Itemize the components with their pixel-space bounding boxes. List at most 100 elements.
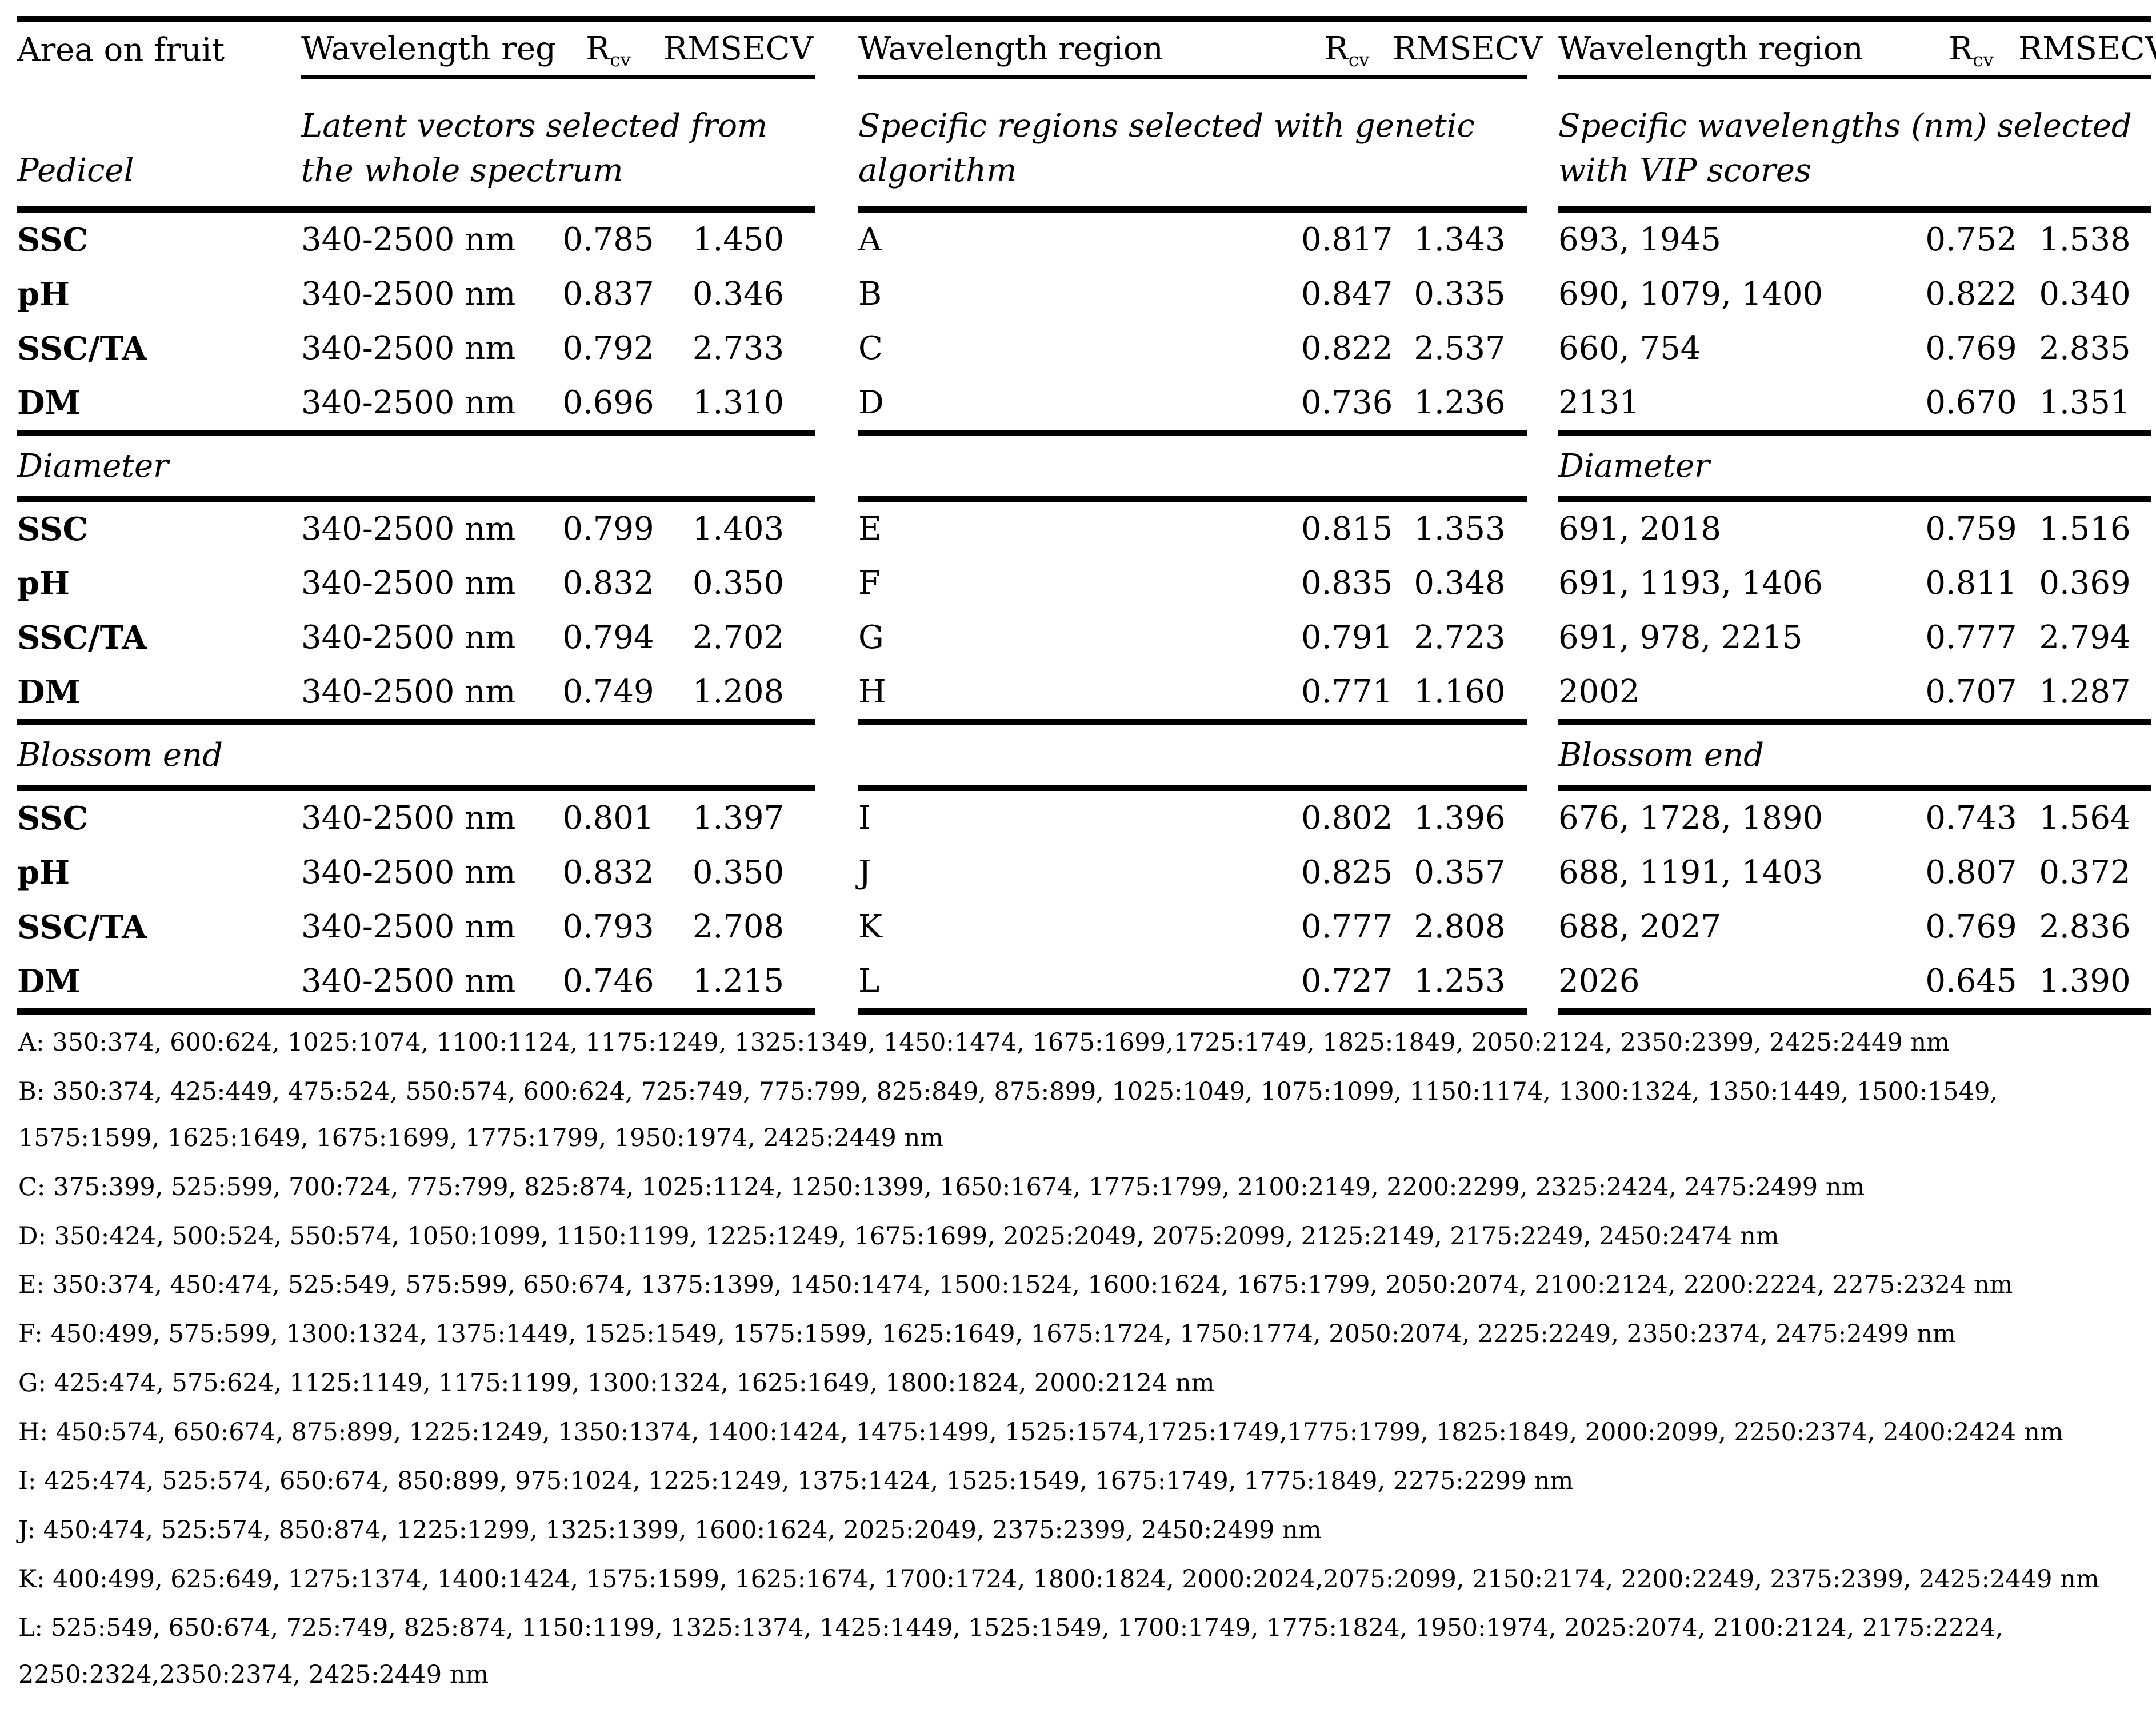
cell-rmsecv-g3: 1.564 xyxy=(2039,800,2131,837)
cell-wavelength-g2: A xyxy=(858,221,882,258)
rcv-subscript: cv xyxy=(610,49,631,71)
cell-rcv-g3: 0.769 xyxy=(1925,330,2017,367)
cell-rcv-g1: 0.696 xyxy=(562,384,654,421)
section-label-vip: Blossom end xyxy=(1558,719,2151,791)
cell-rmsecv-g1: 0.350 xyxy=(692,565,785,602)
column-gap xyxy=(1527,499,1558,557)
footnote-text: 425:474, 525:574, 650:674, 850:899, 975:… xyxy=(44,1467,1574,1496)
section-label: Blossom end xyxy=(17,719,301,791)
cell-wavelength-g1: 340-2500 nm xyxy=(301,673,516,710)
cell-rmsecv-g3: 0.372 xyxy=(2039,854,2131,891)
subheader-row: Pedicel Latent vectors selected from the… xyxy=(17,77,2151,213)
footnote: F: 450:499, 575:599, 1300:1324, 1375:144… xyxy=(18,1311,2143,1358)
cell-wavelength-g2: L xyxy=(858,954,1301,1015)
column-gap xyxy=(1527,556,1558,610)
column-gap xyxy=(1527,722,1558,788)
cell-rcv-g2: 0.802 xyxy=(1301,800,1393,837)
column-gap xyxy=(815,499,858,557)
column-gap xyxy=(1527,610,1558,665)
table-row: DM 340-2500 nm 0.696 1.310 D 0.736 1.236… xyxy=(17,376,2151,433)
col-header-rmsecv-g1: RMSECV xyxy=(661,19,815,79)
footnote: B: 350:374, 425:449, 475:524, 550:574, 6… xyxy=(18,1069,2143,1162)
footnote-text: 450:499, 575:599, 1300:1324, 1375:1449, … xyxy=(50,1320,1956,1349)
cell-wavelength-g2: D xyxy=(858,384,884,421)
column-gap xyxy=(1527,954,1558,1012)
cell-wavelength-g1: 340-2500 nm xyxy=(301,221,516,258)
cell-rcv-g2: 0.771 xyxy=(1301,673,1393,710)
col-header-rmsecv-g3: RMSECV xyxy=(2018,19,2156,79)
cell-rcv-g1: 0.799 xyxy=(562,510,654,548)
column-gap xyxy=(1527,845,1558,900)
cell-rmsecv-g2: 2.808 xyxy=(1414,908,1506,945)
rcv-base: R xyxy=(1324,30,1349,67)
cell-wavelength-g2: E xyxy=(858,510,882,548)
footnote-key: E: xyxy=(18,1271,45,1300)
footnote: L: 525:549, 650:674, 725:749, 825:874, 1… xyxy=(18,1605,2143,1698)
column-gap xyxy=(815,788,858,846)
col-header-rmsecv-g2: RMSECV xyxy=(1393,19,1542,79)
cell-wavelength-g2: B xyxy=(858,275,882,313)
cell-rcv-g2: 0.727 xyxy=(1301,954,1393,1015)
cell-rcv-g2: 0.822 xyxy=(1301,330,1393,367)
cell-rmsecv-g2: 0.335 xyxy=(1414,275,1506,313)
cell-wavelength-g2: G xyxy=(858,619,884,656)
cell-wavelength-g1: 340-2500 nm xyxy=(301,908,516,945)
cell-rmsecv-g2: 1.353 xyxy=(1414,510,1506,548)
cell-wavelength-g1: 340-2500 nm xyxy=(301,854,516,891)
cell-rmsecv-g1: 2.733 xyxy=(692,330,785,367)
cell-rcv-g3: 0.707 xyxy=(1925,673,2017,710)
table-row: SSC 340-2500 nm 0.785 1.450 A 0.817 1.34… xyxy=(17,210,2151,267)
cell-rmsecv-g1: 1.450 xyxy=(692,221,785,258)
footnote-text: 525:549, 650:674, 725:749, 825:874, 1150… xyxy=(18,1614,2003,1689)
footnote-text: 350:374, 600:624, 1025:1074, 1100:1124, … xyxy=(52,1028,1950,1057)
cell-wavelength-g1: 340-2500 nm xyxy=(301,384,516,421)
column-gap xyxy=(815,900,858,954)
method-subtitle-g2: Specific regions selected with genetic a… xyxy=(858,77,1527,213)
cell-wavelength-g1: 340-2500 nm xyxy=(301,510,516,548)
table-row: SSC/TA 340-2500 nm 0.792 2.733 C 0.822 2… xyxy=(17,321,2151,376)
cell-param: DM xyxy=(17,673,81,711)
col-header-rcv-g2: Rcv xyxy=(1301,19,1393,79)
cell-rmsecv-g2: 0.357 xyxy=(1414,854,1506,891)
cell-param: SSC xyxy=(17,510,89,548)
footnote-key: G: xyxy=(18,1368,46,1397)
column-gap xyxy=(1527,321,1558,376)
cell-rcv-g1: 0.832 xyxy=(562,854,654,891)
cell-rcv-g1: 0.801 xyxy=(562,800,654,837)
col-header-area-on-fruit: Area on fruit xyxy=(17,31,225,69)
footnote-key: J: xyxy=(18,1515,35,1544)
footnote: E: 350:374, 450:474, 525:549, 575:599, 6… xyxy=(18,1262,2143,1309)
cell-rmsecv-g1: 1.397 xyxy=(692,800,785,837)
cell-rcv-g3: 0.777 xyxy=(1925,619,2017,656)
footnote: I: 425:474, 525:574, 650:674, 850:899, 9… xyxy=(18,1458,2143,1505)
footnote-key: K: xyxy=(18,1564,45,1594)
table-row: SSC/TA 340-2500 nm 0.794 2.702 G 0.791 2… xyxy=(17,610,2151,665)
footnote-key: L: xyxy=(18,1614,43,1643)
footnote-key: C: xyxy=(18,1173,46,1202)
cell-rmsecv-g3: 1.287 xyxy=(2039,673,2131,710)
cell-rcv-g2: 0.847 xyxy=(1301,275,1393,313)
footnote: D: 350:424, 500:524, 550:574, 1050:1099,… xyxy=(18,1213,2143,1260)
rcv-base: R xyxy=(1949,30,1973,67)
cell-rmsecv-g3: 1.538 xyxy=(2039,221,2131,258)
column-gap xyxy=(1527,210,1558,267)
section-empty-g1 xyxy=(301,430,815,502)
cell-wavelength-g2: H xyxy=(858,673,886,710)
cell-rmsecv-g1: 1.215 xyxy=(661,954,815,1015)
paper-table-figure: Area on fruit Wavelength region Rcv RMSE… xyxy=(17,16,2156,1699)
cell-wavelength-g3: 2131 xyxy=(1558,384,1640,421)
footnote: H: 450:574, 650:674, 875:899, 1225:1249,… xyxy=(18,1409,2143,1456)
cell-wavelength-g3: 690, 1079, 1400 xyxy=(1558,275,1823,313)
cell-wavelength-g3: 691, 2018 xyxy=(1558,510,1722,548)
cell-param: SSC/TA xyxy=(17,908,147,946)
header-row: Area on fruit Wavelength region Rcv RMSE… xyxy=(17,19,2156,79)
footnote-text: 375:399, 525:599, 700:724, 775:799, 825:… xyxy=(53,1173,1865,1202)
column-gap xyxy=(815,433,858,499)
table-row: pH 340-2500 nm 0.832 0.350 J 0.825 0.357… xyxy=(17,845,2151,900)
section-label-vip: Diameter xyxy=(1558,430,2151,502)
cell-wavelength-g1: 340-2500 nm xyxy=(301,954,555,1015)
cell-rcv-g3: 0.807 xyxy=(1925,854,2017,891)
footnote-text: 450:574, 650:674, 875:899, 1225:1249, 13… xyxy=(55,1417,2063,1447)
cell-wavelength-g1: 340-2500 nm xyxy=(301,330,516,367)
column-gap xyxy=(815,376,858,433)
